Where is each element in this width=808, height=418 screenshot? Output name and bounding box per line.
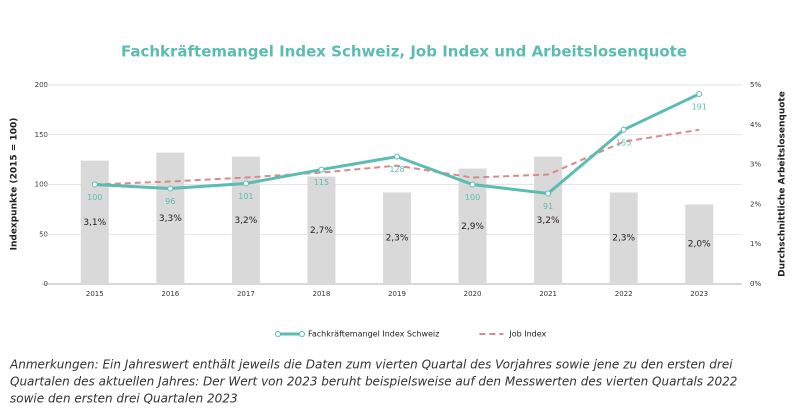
point-label: 100 bbox=[87, 193, 102, 202]
bar bbox=[383, 192, 411, 284]
bar bbox=[534, 156, 563, 284]
y2-tick-label: 5% bbox=[750, 81, 761, 89]
point bbox=[620, 126, 627, 133]
point bbox=[394, 153, 400, 160]
x-tick-label: 2017 bbox=[237, 290, 255, 298]
point bbox=[91, 181, 98, 188]
point bbox=[318, 166, 325, 173]
bar bbox=[458, 168, 487, 284]
point-label: 96 bbox=[165, 197, 175, 206]
y2-tick-label: 1% bbox=[750, 240, 761, 248]
chart-title: Fachkräftemangel Index Schweiz, Job Inde… bbox=[121, 43, 687, 61]
y2-tick-label: 4% bbox=[750, 121, 761, 129]
x-tick-label: 2018 bbox=[313, 290, 331, 298]
point-label: 191 bbox=[692, 102, 707, 111]
bar-label: 3,2% bbox=[537, 216, 560, 226]
point-label: 100 bbox=[465, 193, 480, 202]
x-tick-label: 2019 bbox=[388, 290, 406, 298]
x-tick-label: 2020 bbox=[464, 290, 482, 298]
y-tick-label: 100 bbox=[35, 181, 48, 189]
legend-marker bbox=[275, 331, 281, 337]
bar-label: 2,9% bbox=[461, 222, 484, 232]
note-line: Quartalen des aktuellen Jahres: Der Wert… bbox=[10, 375, 737, 389]
point bbox=[167, 185, 174, 192]
bar bbox=[156, 152, 185, 284]
point-label: 115 bbox=[314, 178, 329, 187]
y-axis-title: Indexpunkte (2015 = 100) bbox=[10, 118, 20, 251]
x-tick-label: 2023 bbox=[690, 290, 708, 298]
y2-tick-label: 3% bbox=[750, 161, 761, 169]
point bbox=[696, 90, 703, 97]
bar-label: 3,3% bbox=[159, 214, 182, 224]
line bbox=[94, 92, 700, 196]
point bbox=[469, 181, 476, 188]
point-label: 91 bbox=[543, 202, 553, 211]
note-line: Anmerkungen: Ein Jahreswert enthält jewe… bbox=[9, 358, 733, 372]
point-label: 128 bbox=[389, 165, 404, 174]
y2-axis-title: Durchschnittliche Arbeitslosenquote bbox=[778, 91, 788, 277]
y2-tick-label: 2% bbox=[750, 200, 761, 208]
x-tick-label: 2015 bbox=[86, 290, 104, 298]
legend-marker bbox=[299, 331, 305, 337]
bar bbox=[685, 204, 714, 284]
bar bbox=[80, 160, 109, 284]
bar-label: 3,2% bbox=[234, 216, 257, 226]
bar-label: 2,3% bbox=[612, 234, 635, 244]
y-tick-label: 150 bbox=[35, 131, 48, 139]
bar-label: 2,3% bbox=[386, 234, 409, 244]
bar bbox=[609, 192, 638, 284]
point-label: 101 bbox=[238, 192, 253, 201]
note-line: sowie den ersten drei Quartalen 2023 bbox=[10, 392, 238, 406]
x-tick-label: 2021 bbox=[539, 290, 557, 298]
x-tick-label: 2022 bbox=[615, 290, 633, 298]
bar-label: 2,7% bbox=[310, 226, 333, 236]
point bbox=[242, 180, 249, 187]
bar-label: 3,1% bbox=[83, 218, 106, 228]
point bbox=[545, 190, 552, 197]
legend-label: Fachkräftemangel Index Schweiz bbox=[308, 330, 439, 339]
bar-label: 2,0% bbox=[688, 240, 711, 250]
x-tick-label: 2016 bbox=[161, 290, 179, 298]
bar bbox=[307, 176, 336, 284]
point-label: 155 bbox=[616, 138, 631, 147]
legend-label: Job Index bbox=[508, 330, 546, 339]
dashed-line bbox=[94, 128, 700, 186]
y-tick-label: 200 bbox=[35, 81, 48, 89]
y2-tick-label: 0% bbox=[750, 280, 761, 288]
